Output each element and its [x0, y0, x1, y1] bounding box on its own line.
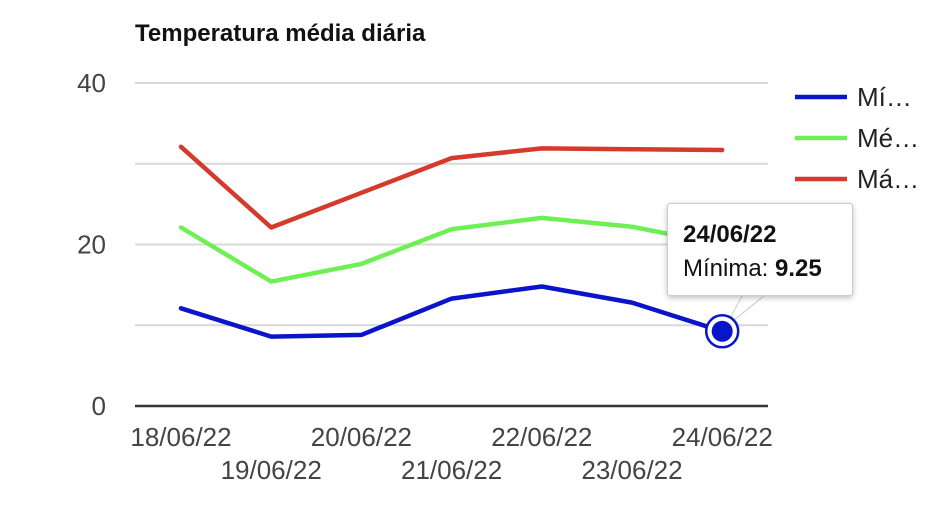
x-tick-label: 24/06/22: [672, 422, 773, 452]
x-tick-label: 18/06/22: [130, 422, 231, 452]
legend-label: Má…: [857, 164, 919, 194]
tooltip-date: 24/06/22: [683, 221, 777, 248]
y-tick-label: 0: [92, 391, 106, 421]
series-line: [178, 284, 725, 339]
x-tick-label: 21/06/22: [401, 455, 502, 485]
tooltip-pointer: [724, 295, 766, 328]
tooltip-label: Mínima:: [683, 255, 769, 282]
y-tick-label: 40: [77, 68, 106, 98]
legend-label: Mé…: [857, 123, 919, 153]
tooltip-value: 9.25: [775, 255, 822, 282]
x-axis-ticks: 18/06/2219/06/2220/06/2221/06/2222/06/22…: [130, 422, 772, 485]
tooltip-row: Mínima: 9.25: [683, 252, 852, 286]
tooltip: 24/06/22 Mínima: 9.25: [667, 203, 853, 296]
x-tick-label: 23/06/22: [581, 455, 682, 485]
highlight-marker-dot: [711, 320, 733, 342]
x-tick-label: 19/06/22: [221, 455, 322, 485]
x-tick-label: 22/06/22: [491, 422, 592, 452]
x-tick-label: 20/06/22: [311, 422, 412, 452]
series-line: [178, 215, 725, 284]
series-line: [178, 144, 725, 230]
highlight-marker: [704, 314, 740, 349]
y-tick-label: 20: [77, 230, 106, 260]
legend: Mí… Mé… Má…: [795, 82, 919, 194]
legend-label: Mí…: [857, 82, 912, 112]
series-lines: [178, 144, 725, 339]
y-axis-ticks: 0 20 40: [77, 68, 106, 421]
chart-title: Temperatura média diária: [135, 20, 426, 47]
